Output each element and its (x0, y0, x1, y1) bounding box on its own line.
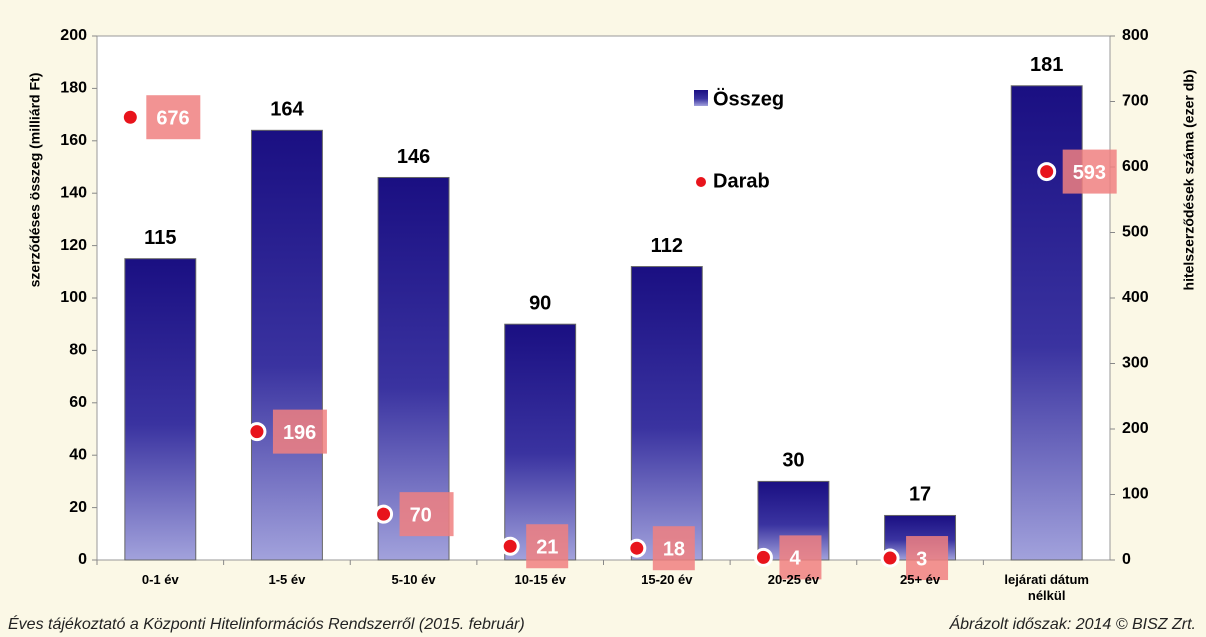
y2-tick-label: 600 (1122, 158, 1149, 175)
x-tick-label: 20-25 év (767, 572, 820, 587)
x-tick-label: 15-20 év (641, 572, 693, 587)
dot (247, 422, 267, 442)
dot-label: 21 (536, 537, 558, 559)
dot-label: 676 (156, 108, 189, 130)
data-label-box (272, 409, 327, 454)
legend-swatch (694, 90, 708, 106)
x-tick-label: 10-15 év (514, 572, 566, 587)
dot (753, 547, 773, 567)
bar-label: 115 (144, 227, 176, 249)
y2-tick-label: 500 (1122, 224, 1149, 241)
y-tick-label: 20 (69, 499, 87, 516)
y-tick-label: 60 (69, 394, 87, 411)
bar (124, 258, 197, 561)
dot-label: 593 (1073, 162, 1106, 184)
dot (1037, 162, 1057, 182)
x-tick-label: 0-1 év (141, 572, 179, 587)
legend-label: Összeg (713, 87, 784, 110)
y2-tick-label: 400 (1122, 289, 1149, 306)
y2-tick-label: 300 (1122, 355, 1149, 372)
bar-label: 17 (909, 484, 931, 506)
x-tick-label: 25+ év (900, 572, 941, 587)
x-tick-label: 5-10 év (391, 572, 436, 587)
bar (250, 129, 323, 561)
y-tick-label: 180 (60, 80, 87, 97)
y2-tick-label: 800 (1122, 27, 1149, 44)
dot-label: 196 (283, 422, 316, 444)
y-axis-label: szerződéses összeg (milliárd Ft) (27, 73, 43, 288)
data-label-box (1062, 149, 1117, 194)
dot-label: 4 (789, 548, 801, 570)
data-label-box (399, 492, 454, 537)
dot-label: 18 (663, 538, 685, 560)
bar-label: 146 (397, 146, 430, 168)
x-tick-label: lejárati dátum nélkül (1004, 572, 1089, 603)
footer-left: Éves tájékoztató a Központi Hitelinformá… (8, 616, 525, 633)
bar-label: 164 (270, 99, 304, 121)
dot (627, 538, 647, 558)
dot-label: 3 (916, 548, 927, 570)
bar-label: 90 (529, 292, 551, 314)
dot (374, 504, 394, 524)
data-label-box (652, 526, 695, 571)
y2-axis-label: hitelszerződések száma (ezer db) (1181, 70, 1197, 291)
dot-label: 70 (410, 504, 432, 526)
y2-tick-label: 100 (1122, 486, 1149, 503)
data-label-box (906, 536, 949, 581)
legend-dot (696, 177, 706, 187)
data-label-box (526, 524, 569, 569)
y-tick-label: 160 (60, 132, 87, 149)
bar (630, 266, 703, 561)
y2-tick-label: 700 (1122, 93, 1149, 110)
x-tick-label: 1-5 év (268, 572, 306, 587)
data-label-box (146, 95, 201, 140)
y2-tick-label: 200 (1122, 420, 1149, 437)
dot (120, 107, 140, 127)
y2-tick-label: 0 (1122, 551, 1131, 568)
y-tick-label: 120 (60, 237, 87, 254)
footer-right: Ábrázolt időszak: 2014 © BISZ Zrt. (949, 616, 1196, 633)
dot (880, 548, 900, 568)
bar-label: 112 (651, 235, 683, 257)
data-label-box (779, 535, 822, 580)
y-tick-label: 200 (60, 27, 87, 44)
dot (500, 536, 520, 556)
y-tick-label: 100 (60, 289, 87, 306)
bar-label: 181 (1030, 54, 1063, 76)
y-tick-label: 80 (69, 342, 87, 359)
y-tick-label: 140 (60, 184, 87, 201)
y-tick-label: 40 (69, 446, 87, 463)
legend-label: Darab (713, 170, 770, 192)
y-tick-label: 0 (78, 551, 87, 568)
bar-label: 30 (782, 450, 804, 472)
plot-area (96, 35, 1111, 561)
